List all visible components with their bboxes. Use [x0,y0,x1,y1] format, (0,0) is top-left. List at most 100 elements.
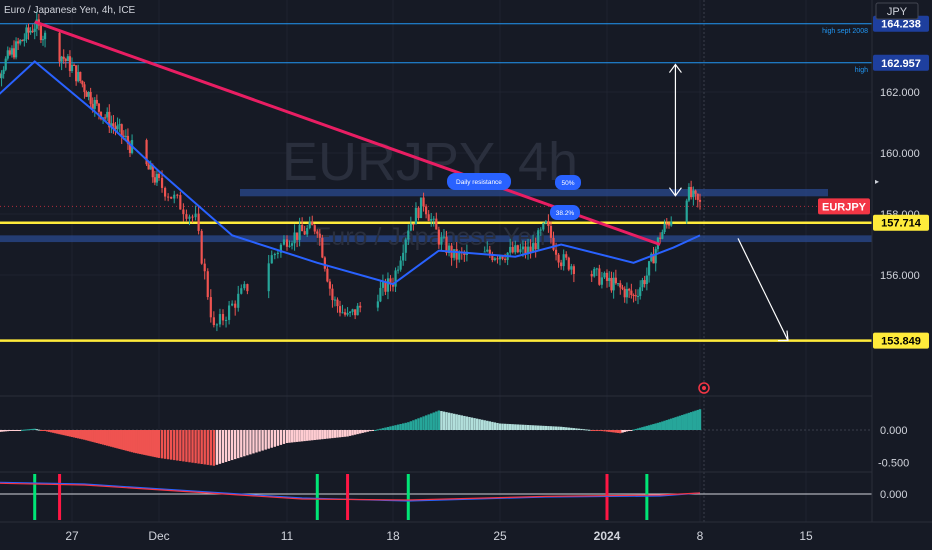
price-axis[interactable]: 156.000158.000160.000162.000164.238162.9… [818,15,929,501]
price-badge-label: 157.714 [881,218,922,230]
price-badge-label: 153.849 [881,336,921,348]
hist-bar [639,427,642,430]
hist-bar [670,418,673,430]
candle-body [509,246,512,253]
hist-bar [498,423,502,430]
hist-bar [343,430,347,437]
candle [110,115,113,134]
candle-body [409,223,412,231]
candle [386,272,390,300]
candle-body [341,312,344,314]
hist-bar [473,418,476,430]
candle [455,242,458,269]
candle-body [19,40,22,44]
candle [542,222,545,232]
time-tick-label: 18 [386,529,400,543]
candle-body [399,260,402,270]
hist-bar [590,430,593,431]
candle [62,49,65,64]
candle [8,47,11,56]
event-marker[interactable] [698,382,710,394]
watermark-name: Euro / Japanese Yen [315,223,546,251]
hist-bar [163,430,167,459]
candle-body [282,239,286,245]
candle [185,209,188,222]
hist-bar [455,414,458,430]
candle-body [200,230,203,264]
chevron-right-icon[interactable]: ▸ [875,177,879,186]
hist-bar [470,417,474,430]
candle-body [359,305,362,308]
candle [200,229,203,265]
hist-bar [233,430,237,460]
hist-bar [243,430,246,457]
price-badge-bg [873,54,929,71]
hist-bar [508,424,512,430]
candle [243,281,246,291]
hist-bar [227,430,231,462]
hist-bar [427,414,430,430]
hist-bar [237,430,240,459]
hist-bar [559,426,563,430]
candle-body [455,249,458,260]
hist-bar [447,412,451,430]
candle-body [483,251,486,253]
hist-bar [595,430,599,431]
candle [348,310,352,317]
candle [173,190,176,204]
candle [549,221,553,244]
candle-body [511,246,514,253]
hist-bar [625,430,629,432]
candle [237,285,240,312]
time-axis[interactable]: 27 Dec 11 18 25 2024 8 15 [65,529,813,543]
hist-bar [103,430,107,446]
candle-body [31,30,34,32]
candle-body [595,268,598,270]
candle [313,224,316,235]
candle-body [526,246,530,254]
candle-body [391,284,395,287]
candle [212,311,215,328]
candle-body [8,50,11,55]
osc-signal-bar [406,474,410,520]
price-zones [0,188,872,243]
hist-bar [270,430,273,448]
hist-bar [374,429,377,431]
candle-body [64,58,67,62]
hist-bar [404,422,407,430]
hist-bar [290,430,294,443]
candle [282,235,286,246]
hist-bar [519,424,522,430]
candle-body [10,48,14,55]
currency-box[interactable]: JPY [875,2,919,20]
candle-body [27,27,30,33]
candle-body [191,216,194,218]
candle [496,255,499,264]
candle [118,118,121,133]
hist-bar [488,421,492,430]
candle [303,225,306,236]
hist-bar [630,430,633,431]
hist-bar [641,427,644,430]
candle-body [652,253,655,264]
candle [565,251,568,261]
time-tick-label: 27 [65,529,79,543]
candle [414,202,418,225]
candle-body [99,111,103,119]
hist-bar [366,430,369,432]
hist-bar [4,430,7,432]
candle-body [562,254,565,267]
hist-bar [430,413,433,430]
hist-bar [685,413,688,430]
candle [488,245,491,259]
candle [60,55,63,71]
candle-body [288,245,291,247]
candle-body [590,274,593,277]
price-tick-label: 162.000 [880,87,920,99]
candle [89,87,92,108]
candle-body [687,186,691,201]
callout-38: 38.2% [550,205,580,220]
hist-bar [391,425,395,430]
candle [114,121,117,136]
hist-bar [585,429,588,431]
